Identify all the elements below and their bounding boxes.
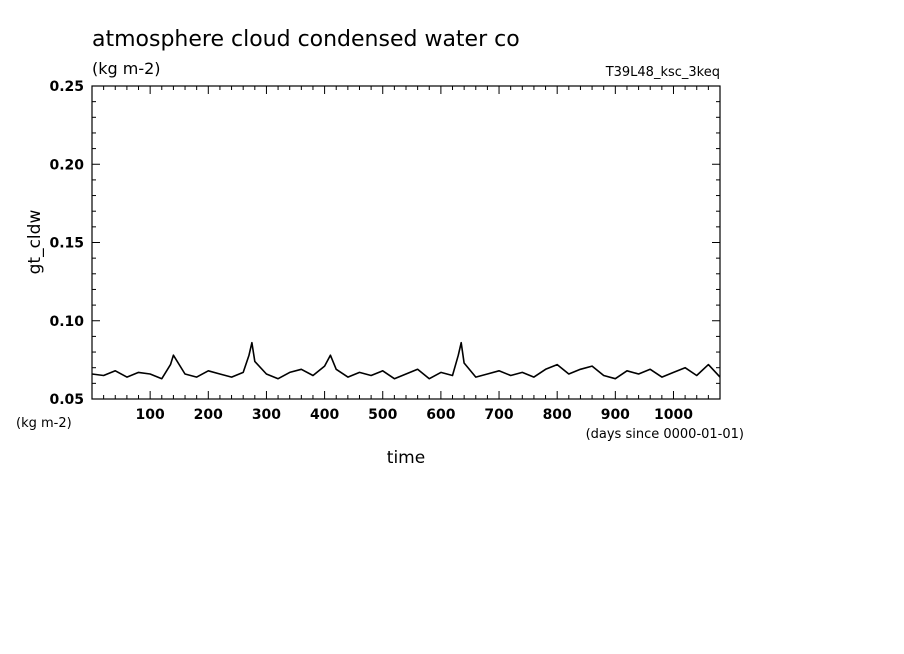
series-line	[91, 341, 721, 380]
x-tick-label: 600	[426, 407, 455, 423]
plot-area: 100 200 300 400 500 600 700 800 900 1000 0.05 0.10…	[49, 79, 721, 423]
x-tick-label: 500	[368, 407, 397, 423]
y-tick-label: 0.05	[49, 392, 84, 408]
y-tick-label: 0.25	[49, 79, 84, 95]
x-tick-label: 300	[252, 407, 281, 423]
x-tick-label: 400	[310, 407, 339, 423]
x-axis-label: time	[387, 448, 425, 468]
y-axis-label: gt_cldw	[25, 210, 45, 275]
x-tick-label: 700	[484, 407, 513, 423]
experiment-label: T39L48_ksc_3keq	[605, 65, 720, 80]
chart-title: atmosphere cloud condensed water co	[92, 27, 520, 52]
y-tick-label: 0.10	[49, 314, 84, 330]
y-axis-units: (kg m-2)	[16, 416, 72, 431]
x-axis-ticks: 100 200 300 400 500 600 700 800 900 1000	[136, 86, 693, 423]
y-tick-label: 0.20	[49, 157, 84, 173]
chart-subtitle-units: (kg m-2)	[92, 59, 161, 78]
x-tick-label: 900	[601, 407, 630, 423]
x-tick-label: 800	[543, 407, 572, 423]
y-tick-label: 0.15	[49, 236, 84, 252]
x-tick-label: 100	[136, 407, 165, 423]
y-axis-ticks: 0.05 0.10 0.15 0.20 0.25	[49, 79, 720, 408]
minor-ticks	[92, 86, 720, 399]
plot-frame	[91, 85, 721, 400]
x-tick-label: 1000	[654, 407, 693, 423]
x-axis-units: (days since 0000-01-01)	[586, 427, 744, 442]
x-tick-label: 200	[194, 407, 223, 423]
